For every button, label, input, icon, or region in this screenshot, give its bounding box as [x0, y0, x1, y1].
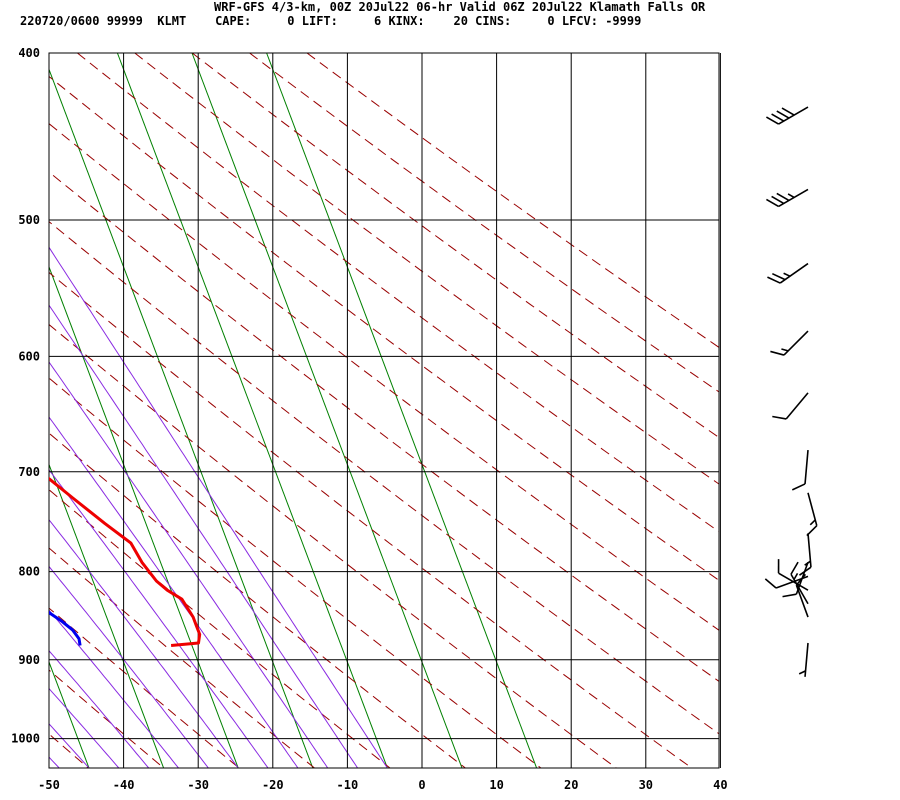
isotherm-line — [191, 53, 463, 768]
wind-barb-feather — [795, 573, 807, 586]
wind-barb-feather — [776, 192, 790, 202]
temperature-tick-label: 20 — [564, 778, 578, 792]
moist-adiabat-line — [49, 565, 209, 768]
dry-adiabat-line — [49, 323, 617, 768]
wind-barb-staff — [795, 584, 809, 618]
wind-barb — [795, 573, 809, 618]
wind-barb-feather — [767, 276, 781, 284]
wind-barb-feather — [781, 107, 795, 116]
isotherm-line — [266, 53, 538, 768]
dry-adiabat-line — [49, 669, 165, 768]
chart-title: WRF-GFS 4/3-km, 00Z 20Jul22 06-hr Valid … — [214, 0, 706, 14]
pressure-tick-label: 800 — [18, 565, 40, 579]
axis-tick-labels: 400 500 600 700 800 900 1000 -50 -40 -30 -20 -10 0 10… — [11, 46, 728, 792]
temperature-trace — [49, 476, 202, 647]
wind-barb-feather — [766, 116, 779, 125]
dry-adiabat-line — [49, 171, 719, 682]
dry-adiabat-line — [49, 220, 719, 735]
wind-barb-feather — [772, 272, 786, 281]
wind-barb — [790, 561, 809, 605]
moist-adiabat-line — [49, 304, 359, 768]
moist-adiabat-line — [49, 723, 90, 768]
wind-barb — [777, 559, 809, 591]
temperature-tick-label: -30 — [187, 778, 209, 792]
moist-adiabat-line — [49, 650, 150, 768]
wind-barb — [770, 330, 809, 356]
wind-barb — [798, 642, 809, 677]
temperature-tick-label: -10 — [337, 778, 359, 792]
wind-barb-feather — [764, 578, 777, 589]
dry-adiabat-line — [306, 53, 719, 348]
wind-barb-feather — [787, 193, 795, 199]
dry-adiabat-line — [49, 733, 89, 768]
wind-barb — [767, 262, 809, 284]
wind-barb — [791, 449, 809, 491]
dry-adiabat-line — [134, 53, 719, 485]
pressure-tick-label: 600 — [18, 349, 40, 363]
wind-barb-feather — [770, 350, 785, 356]
temperature-tick-label: -50 — [38, 778, 60, 792]
moist-adiabat-line — [49, 518, 239, 768]
dry-adiabat-line — [49, 547, 315, 768]
wind-barb-feather — [772, 415, 787, 420]
wind-barb-feather — [776, 110, 790, 119]
wind-barb-feather — [798, 670, 806, 675]
wind-barb-feather — [791, 483, 806, 491]
temperature-tick-label: -20 — [262, 778, 284, 792]
dry-adiabat-line — [49, 271, 693, 768]
temperature-tick-label: -40 — [113, 778, 135, 792]
plot-frame — [48, 52, 720, 769]
wind-barb-feather — [782, 593, 797, 598]
wind-barb-feather — [781, 348, 789, 352]
isotherm-line — [49, 660, 90, 768]
adiabats-and-isotherms — [0, 53, 719, 768]
isotherm-line — [49, 265, 239, 768]
dry-adiabat-line — [0, 53, 13, 768]
pressure-tick-label: 1000 — [11, 732, 40, 746]
dry-adiabat-line — [49, 377, 542, 768]
moist-adiabat-line — [49, 246, 388, 768]
wind-barb-feather — [793, 572, 799, 580]
isotherm-line — [49, 68, 314, 768]
sounding-indices: 220720/0600 99999 KLMT CAPE: 0 LIFT: 6 K… — [20, 14, 642, 28]
moist-adiabat-line — [49, 416, 299, 768]
isotherm-line — [116, 53, 388, 768]
dry-adiabat-line — [191, 53, 719, 439]
wind-barb-feather — [771, 195, 785, 205]
wind-barb-staff — [804, 449, 809, 485]
grid — [48, 52, 721, 769]
temperature-tick-label: 40 — [713, 778, 727, 792]
wind-barb-feather — [809, 519, 816, 526]
dry-adiabat-line — [249, 53, 719, 393]
wind-barb — [766, 106, 809, 125]
temperature-tick-label: 10 — [489, 778, 503, 792]
wind-barb-feather — [790, 561, 799, 575]
pressure-tick-label: 900 — [18, 653, 40, 667]
temperature-tick-label: 0 — [418, 778, 425, 792]
wind-barb-staff — [778, 572, 809, 591]
wind-barb-feather — [783, 272, 791, 277]
wind-barb-feather — [766, 198, 779, 208]
dry-adiabat-line — [49, 123, 719, 631]
temperature-tick-label: 30 — [639, 778, 653, 792]
wind-barb — [806, 492, 818, 537]
pressure-tick-label: 700 — [18, 465, 40, 479]
wind-barb — [766, 188, 809, 208]
dry-adiabat-line — [49, 489, 391, 768]
wind-barb-feather — [771, 113, 785, 122]
isotherm-line — [0, 53, 14, 768]
wind-barb-staff — [785, 392, 809, 420]
moist-adiabat-line — [49, 468, 269, 768]
wind-barbs — [764, 106, 818, 677]
dry-adiabat-line — [49, 432, 466, 768]
dry-adiabat-line — [77, 53, 719, 533]
pressure-tick-label: 400 — [18, 46, 40, 60]
wind-barb — [772, 392, 809, 420]
dry-adiabat-line — [49, 75, 719, 581]
sounding-traces — [49, 476, 202, 647]
isotherm-line — [49, 463, 165, 768]
moist-adiabat-line — [49, 609, 179, 768]
pressure-tick-label: 500 — [18, 213, 40, 227]
